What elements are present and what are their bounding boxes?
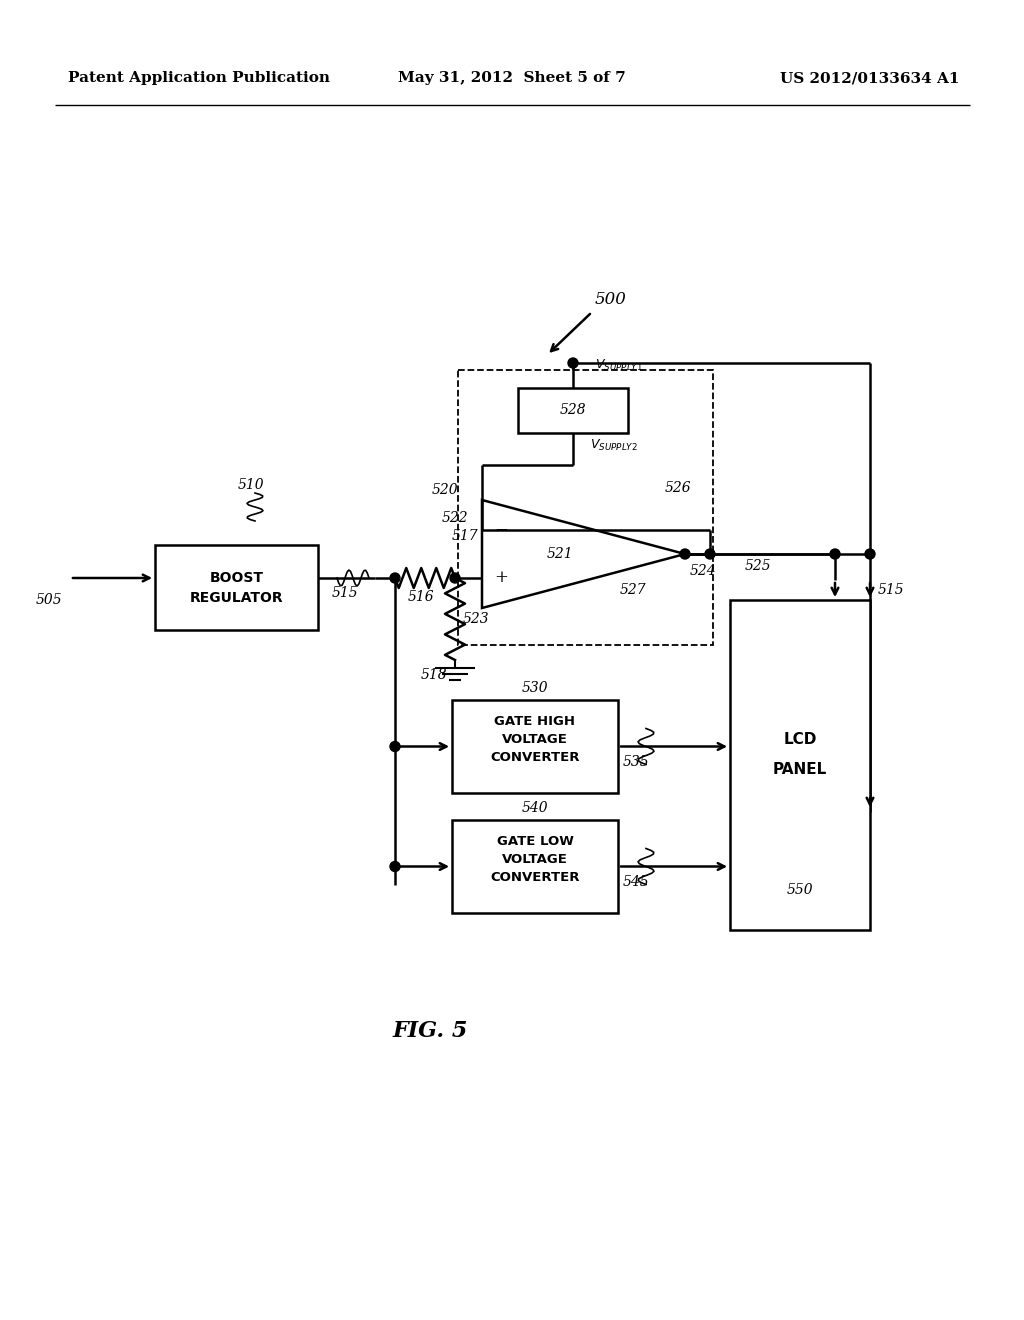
- Bar: [155, 545, 318, 630]
- Circle shape: [865, 549, 874, 558]
- Text: VOLTAGE: VOLTAGE: [502, 853, 568, 866]
- Text: 526: 526: [665, 480, 691, 495]
- Text: CONVERTER: CONVERTER: [490, 871, 580, 884]
- Text: 521: 521: [547, 546, 573, 561]
- Text: 525: 525: [745, 558, 772, 573]
- Text: 550: 550: [786, 883, 813, 898]
- Text: PANEL: PANEL: [773, 763, 827, 777]
- Text: 510: 510: [238, 478, 264, 492]
- Text: 515: 515: [878, 583, 904, 597]
- Text: 518: 518: [421, 668, 447, 682]
- Bar: [518, 388, 628, 433]
- Text: FIG. 5: FIG. 5: [392, 1020, 468, 1041]
- Text: May 31, 2012  Sheet 5 of 7: May 31, 2012 Sheet 5 of 7: [398, 71, 626, 84]
- Circle shape: [680, 549, 690, 558]
- Text: LCD: LCD: [783, 733, 817, 747]
- Text: Patent Application Publication: Patent Application Publication: [68, 71, 330, 84]
- Circle shape: [450, 573, 460, 583]
- Text: 520: 520: [431, 483, 458, 498]
- Text: 527: 527: [620, 582, 646, 597]
- Text: $V_{SUPPLY1}$: $V_{SUPPLY1}$: [595, 358, 643, 374]
- Circle shape: [390, 742, 400, 751]
- Text: CONVERTER: CONVERTER: [490, 751, 580, 764]
- Text: +: +: [494, 569, 508, 586]
- Circle shape: [705, 549, 715, 558]
- Bar: [452, 700, 618, 793]
- Text: −: −: [494, 521, 508, 539]
- Circle shape: [390, 573, 400, 583]
- Circle shape: [390, 862, 400, 871]
- Text: 540: 540: [521, 801, 548, 814]
- Bar: [452, 820, 618, 913]
- Text: 530: 530: [521, 681, 548, 696]
- Circle shape: [568, 358, 578, 368]
- Text: US 2012/0133634 A1: US 2012/0133634 A1: [780, 71, 961, 84]
- Text: 500: 500: [595, 290, 627, 308]
- Text: BOOST: BOOST: [210, 570, 263, 585]
- Text: 523: 523: [463, 612, 489, 626]
- Text: 516: 516: [408, 590, 434, 605]
- Text: 545: 545: [623, 874, 649, 888]
- Text: $V_{SUPPLY2}$: $V_{SUPPLY2}$: [590, 438, 638, 453]
- Text: GATE LOW: GATE LOW: [497, 836, 573, 847]
- Text: 517: 517: [452, 529, 478, 543]
- Bar: [458, 370, 713, 645]
- Text: GATE HIGH: GATE HIGH: [495, 715, 575, 729]
- Text: 505: 505: [36, 593, 62, 607]
- Bar: [730, 601, 870, 931]
- Text: 528: 528: [560, 404, 587, 417]
- Text: 535: 535: [623, 755, 649, 768]
- Text: 524: 524: [690, 564, 717, 578]
- Text: REGULATOR: REGULATOR: [189, 590, 284, 605]
- Circle shape: [830, 549, 840, 558]
- Text: VOLTAGE: VOLTAGE: [502, 733, 568, 746]
- Text: 522: 522: [441, 511, 468, 525]
- Text: 515: 515: [332, 586, 358, 601]
